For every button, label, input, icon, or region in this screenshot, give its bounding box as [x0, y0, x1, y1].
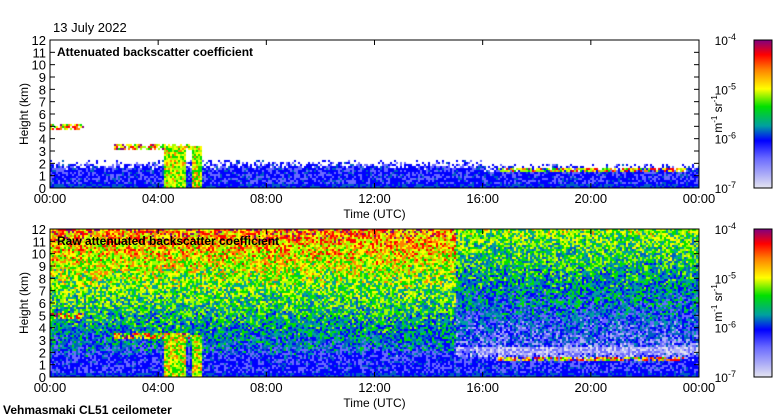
plot-title: Attenuated backscatter coefficient [57, 45, 253, 59]
x-axis-label: Time (UTC) [343, 207, 405, 221]
colorbar-label: m-1 sr-1 [710, 95, 725, 133]
plot-frame [49, 228, 700, 378]
plot-frame [49, 39, 700, 189]
y-tick-label: 5 [39, 308, 46, 323]
y-tick-label: 12 [32, 222, 46, 237]
y-tick-label: 8 [39, 82, 46, 97]
y-tick-label: 10 [32, 247, 46, 262]
colorbar-tick-label: 10-4 [715, 221, 736, 237]
y-tick-label: 6 [39, 107, 46, 122]
x-tick-label: 04:00 [142, 191, 175, 206]
x-tick-label: 08:00 [250, 191, 283, 206]
colorbar-tick-label: 10-7 [715, 180, 736, 196]
y-axis-label: Height (km) [17, 272, 31, 334]
y-tick-label: 7 [39, 95, 46, 110]
x-tick-label: 16:00 [466, 380, 499, 395]
colorbar-tick-label: 10-4 [715, 32, 736, 48]
y-tick-label: 1 [39, 169, 46, 184]
y-axis-label: Height (km) [17, 83, 31, 145]
x-tick-label: 16:00 [466, 191, 499, 206]
y-tick-label: 12 [32, 33, 46, 48]
y-tick-label: 4 [39, 132, 46, 147]
colorbar [753, 39, 773, 189]
y-tick-label: 8 [39, 271, 46, 286]
x-axis-label: Time (UTC) [343, 396, 405, 410]
y-tick-label: 6 [39, 296, 46, 311]
colorbar-tick-label: 10-7 [715, 369, 736, 385]
y-tick-label: 1 [39, 358, 46, 373]
x-tick-label: 20:00 [575, 380, 608, 395]
backscatter-heatmap-raw [50, 229, 699, 377]
y-tick-label: 0 [39, 370, 46, 385]
colorbar-tick-label: 10-6 [715, 131, 736, 147]
footer-label: Vehmasmaki CL51 ceilometer [3, 403, 172, 417]
y-tick-label: 9 [39, 70, 46, 85]
y-tick-label: 3 [39, 144, 46, 159]
y-tick-label: 11 [33, 45, 47, 60]
y-tick-label: 3 [39, 333, 46, 348]
colorbar-tick-label: 10-5 [715, 270, 736, 286]
x-tick-label: 00:00 [683, 191, 716, 206]
x-tick-label: 00:00 [683, 380, 716, 395]
panel-attenuated: Attenuated backscatter coefficient012345… [17, 32, 773, 221]
x-tick-label: 20:00 [575, 191, 608, 206]
y-tick-label: 0 [39, 181, 46, 196]
x-tick-label: 00:00 [34, 191, 67, 206]
plot-title: Raw attenuated backscatter coefficient [57, 234, 279, 248]
y-tick-label: 2 [39, 345, 46, 360]
backscatter-heatmap-top [50, 40, 699, 188]
colorbar-label: m-1 sr-1 [710, 284, 725, 322]
x-tick-label: 08:00 [250, 380, 283, 395]
x-tick-label: 12:00 [358, 191, 391, 206]
y-tick-label: 7 [39, 284, 46, 299]
panel-raw: Raw attenuated backscatter coefficient01… [17, 221, 773, 410]
x-tick-label: 04:00 [142, 380, 175, 395]
colorbar-tick-label: 10-6 [715, 320, 736, 336]
colorbar [753, 228, 773, 378]
colorbar-tick-label: 10-5 [715, 81, 736, 97]
x-tick-label: 12:00 [358, 380, 391, 395]
x-tick-label: 00:00 [34, 380, 67, 395]
y-tick-label: 4 [39, 321, 46, 336]
date-label: 13 July 2022 [53, 20, 127, 35]
y-tick-label: 11 [33, 234, 47, 249]
y-tick-label: 2 [39, 156, 46, 171]
y-tick-label: 9 [39, 259, 46, 274]
y-tick-label: 10 [32, 58, 46, 73]
y-tick-label: 5 [39, 119, 46, 134]
